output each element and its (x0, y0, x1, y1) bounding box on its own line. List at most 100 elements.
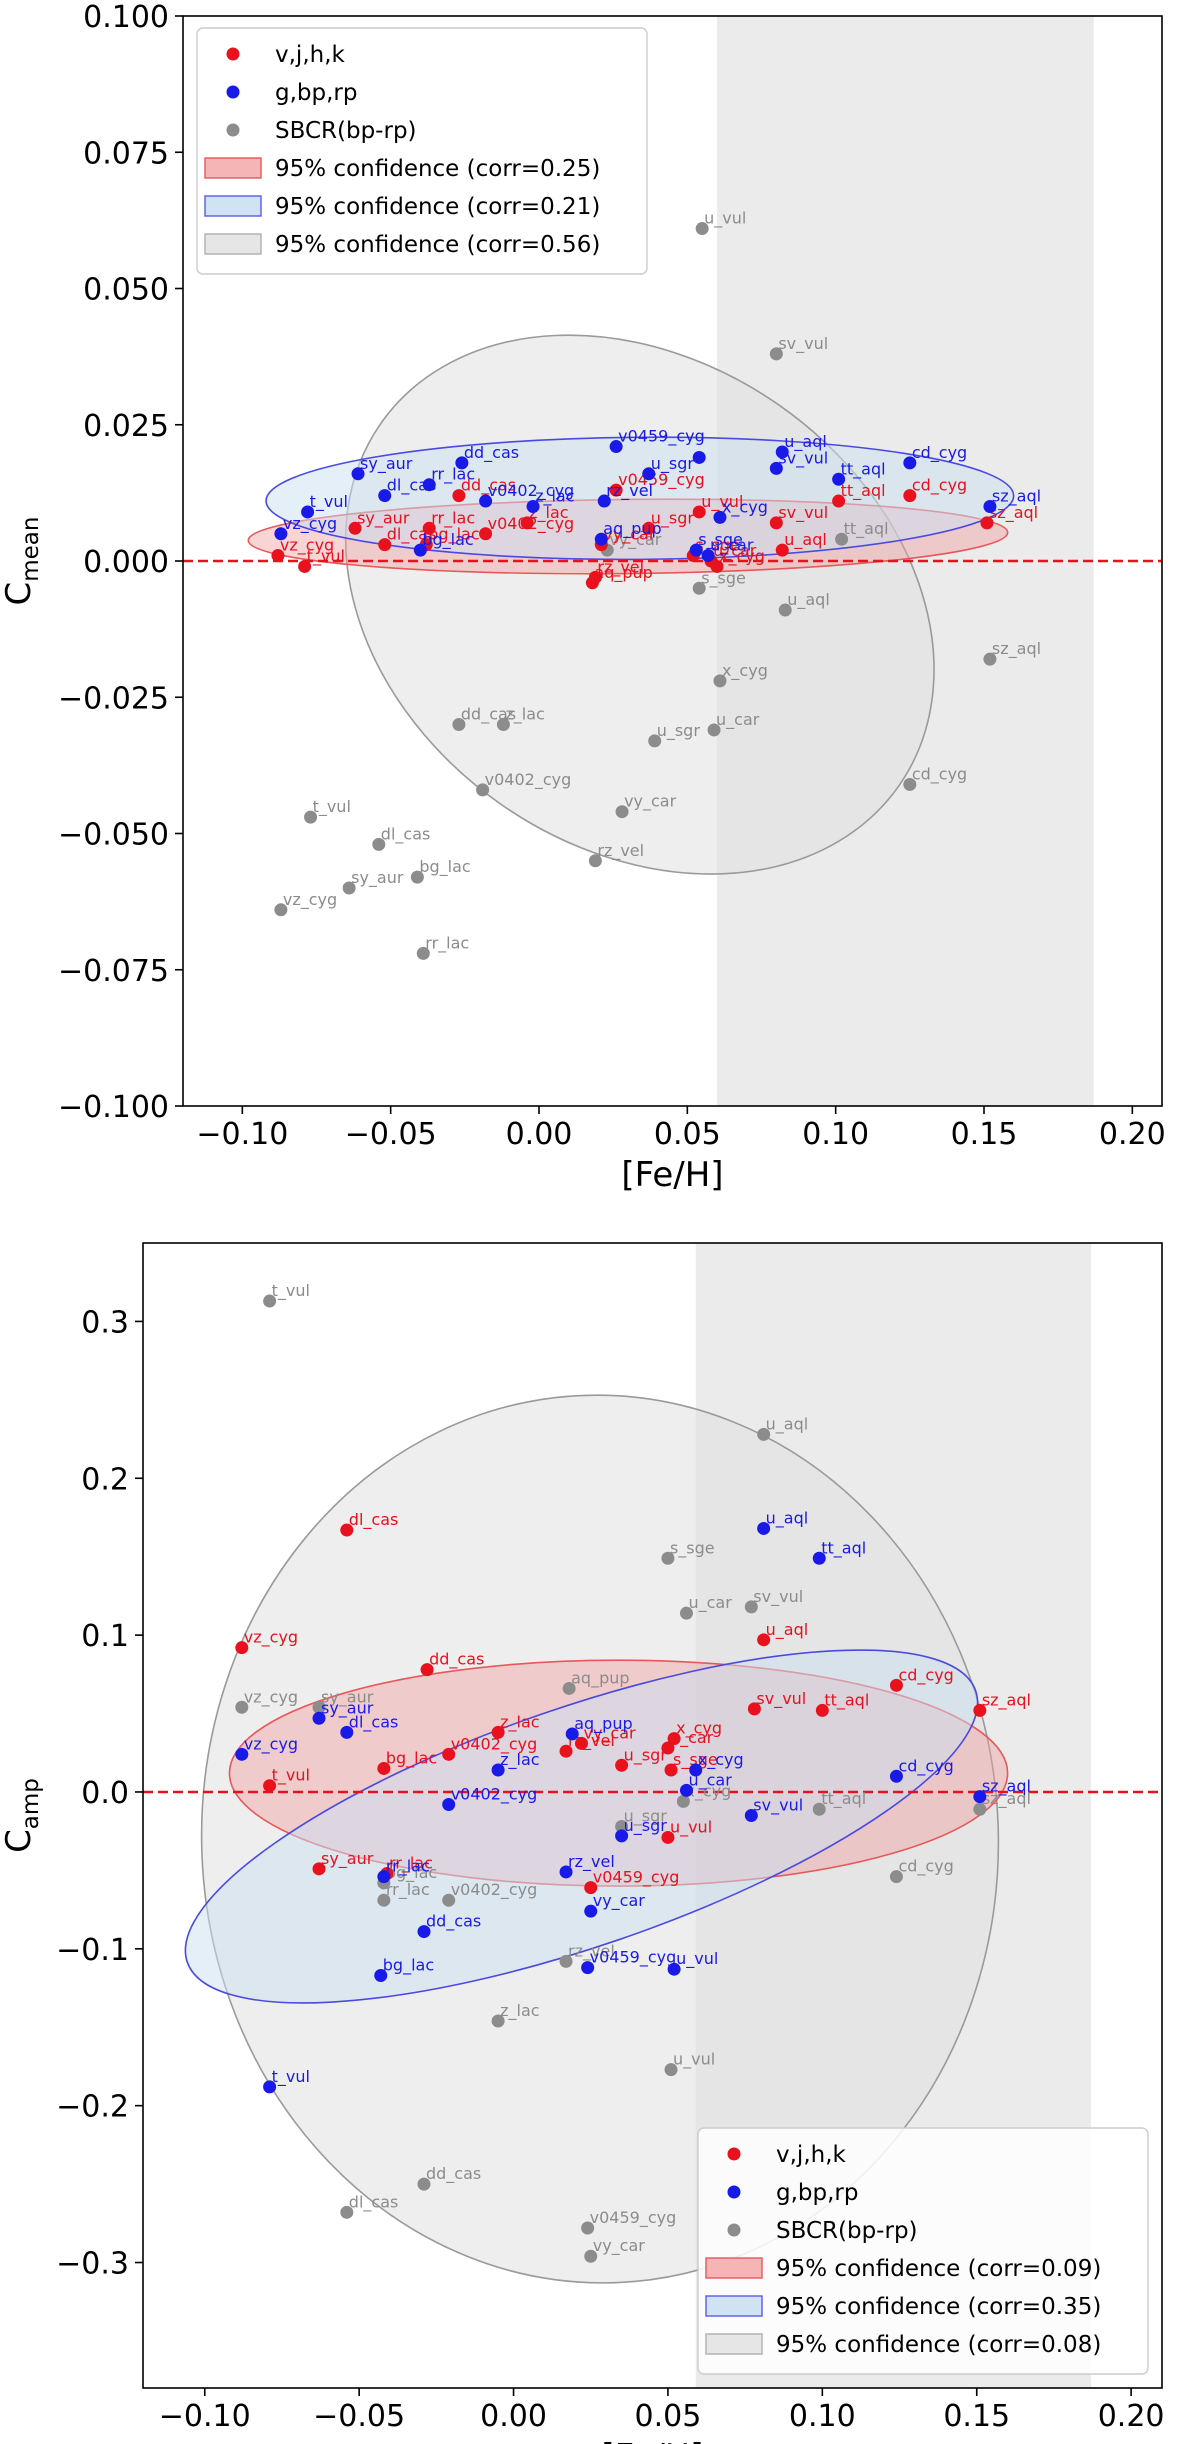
y-tick-label: 0.0 (81, 1776, 129, 1811)
point-label-sbcr-bp-rp--u_vul: u_vul (673, 2050, 715, 2070)
point-v-j-h-k-dd_cas (452, 489, 466, 503)
point-sbcr-bp-rp--cd_cyg (903, 777, 917, 791)
legend-patch (705, 2257, 763, 2279)
point-g-bp-rp-dd_cas (455, 456, 469, 470)
point-v-j-h-k-sv_vul (769, 516, 783, 530)
point-v-j-h-k-cd_cyg (889, 1678, 903, 1692)
point-label-v-j-h-k-rz_vel: rz_vel (597, 557, 644, 577)
point-label-v-j-h-k-sy_aur: sy_aur (321, 1849, 374, 1869)
point-v-j-h-k-sv_vul (747, 1702, 761, 1716)
point-label-g-bp-rp-x_cyg: x_cyg (722, 497, 768, 517)
point-g-bp-rp-dl_cas (340, 1725, 354, 1739)
point-sbcr-bp-rp--u_sgr (615, 1819, 629, 1833)
point-label-v-j-h-k-v0459_cyg: v0459_cyg (618, 470, 705, 490)
point-v-j-h-k-x_cyg (710, 559, 724, 573)
x-tick-label: −0.05 (345, 1117, 437, 1152)
point-sbcr-bp-rp--v0402_cyg (442, 1893, 456, 1907)
point-label-v-j-h-k-sv_vul: sv_vul (778, 503, 828, 523)
point-label-g-bp-rp-z_lac: z_lac (535, 487, 574, 507)
point-label-v-j-h-k-sy_aur: sy_aur (357, 508, 410, 528)
point-label-sbcr-bp-rp--dl_cas: dl_cas (381, 824, 431, 844)
point-sbcr-bp-rp--v0402_cyg (476, 783, 490, 797)
point-v-j-h-k-tt_aql (815, 1703, 829, 1717)
point-label-sbcr-bp-rp--sz_aql: sz_aql (992, 639, 1041, 659)
point-label-sbcr-bp-rp--rr_lac: rr_lac (425, 933, 469, 953)
point-v-j-h-k-v0459_cyg (584, 1881, 598, 1895)
y-tick-label: 0.000 (83, 545, 169, 580)
point-v-j-h-k-s_sge (664, 1763, 678, 1777)
point-label-v-j-h-k-vy_car: vy_car (583, 1723, 636, 1743)
point-g-bp-rp-tt_aql (832, 472, 846, 486)
point-label-v-j-h-k-u_sgr: u_sgr (624, 1745, 668, 1765)
point-v-j-h-k-u_sgr (615, 1758, 629, 1772)
confidence-ellipse-blue (184, 1649, 979, 2004)
point-label-sbcr-bp-rp--dl_cas: dl_cas (349, 2192, 399, 2212)
y-tick-label: −0.1 (56, 1933, 129, 1968)
point-label-sbcr-bp-rp--z_lac: z_lac (500, 2001, 539, 2021)
point-v-j-h-k-tt_aql (832, 494, 846, 508)
point-sbcr-bp-rp--vz_cyg (235, 1700, 249, 1714)
legend-label: g,bp,rp (275, 80, 357, 106)
x-tick-label: −0.10 (159, 2399, 251, 2434)
point-label-v-j-h-k-s_sge: s_sge (673, 1750, 718, 1770)
point-label-g-bp-rp-aq_pup: aq_pup (603, 519, 661, 539)
legend-label: SBCR(bp-rp) (776, 2218, 918, 2244)
point-label-g-bp-rp-sy_aur: sy_aur (360, 454, 413, 474)
point-label-v-j-h-k-t_vul: t_vul (307, 546, 345, 566)
point-label-v-j-h-k-sz_aql: sz_aql (982, 1690, 1031, 1710)
point-g-bp-rp-s_sge (689, 543, 703, 557)
point-sbcr-bp-rp--s_sge (692, 581, 706, 595)
point-label-v-j-h-k-rr_lac: rr_lac (431, 508, 475, 528)
y-tick-label: 0.050 (83, 273, 169, 308)
point-label-v-j-h-k-sv_vul: sv_vul (756, 1689, 806, 1709)
legend-label: SBCR(bp-rp) (275, 118, 417, 144)
point-sbcr-bp-rp--sy_aur (312, 1700, 326, 1714)
point-g-bp-rp-v0402_cyg (479, 494, 493, 508)
point-label-sbcr-bp-rp--cd_cyg: cd_cyg (912, 764, 967, 784)
x-tick-label: 0.20 (1099, 1117, 1166, 1152)
point-sbcr-bp-rp--u_car (679, 1606, 693, 1620)
point-label-g-bp-rp-vy_car: vy_car (593, 1891, 646, 1911)
point-label-sbcr-bp-rp--tt_aql: tt_aql (844, 519, 889, 539)
y-tick-label: 0.2 (81, 1462, 129, 1497)
y-tick-label: 0.1 (81, 1619, 129, 1654)
legend: v,j,h,k g,bp,rp SBCR(bp-rp) 95% confidence … (697, 2127, 1149, 2375)
point-v-j-h-k-rz_vel (588, 570, 602, 584)
point-label-v-j-h-k-z_lac: z_lac (500, 1712, 539, 1732)
point-v-j-h-k-z_lac (491, 1725, 505, 1739)
point-label-g-bp-rp-rr_lac: rr_lac (431, 465, 475, 485)
point-sbcr-bp-rp--vy_car (584, 2249, 598, 2263)
point-g-bp-rp-tt_aql (812, 1551, 826, 1565)
point-label-sbcr-bp-rp--vz_cyg: vz_cyg (283, 890, 337, 910)
point-label-sbcr-bp-rp--tt_aql: tt_aql (821, 1789, 866, 1809)
point-label-g-bp-rp-v0402_cyg: v0402_cyg (488, 481, 575, 501)
point-v-j-h-k-u_aql (757, 1633, 771, 1647)
point-sbcr-bp-rp--u_sgr (648, 734, 662, 748)
point-label-v-j-h-k-dl_cas: dl_cas (349, 1510, 399, 1530)
point-label-sbcr-bp-rp--vz_cyg: vz_cyg (244, 1687, 298, 1707)
legend-patch (705, 2333, 763, 2355)
point-label-v-j-h-k-rr_lac: rr_lac (389, 1854, 433, 1874)
point-v-j-h-k-sz_aql (980, 516, 994, 530)
point-v-j-h-k-sy_aur (312, 1862, 326, 1876)
point-label-g-bp-rp-u_sgr: u_sgr (624, 1816, 668, 1836)
y-tick-label: −0.075 (58, 954, 169, 989)
point-v-j-h-k-cd_cyg (903, 489, 917, 503)
point-label-g-bp-rp-vz_cyg: vz_cyg (244, 1734, 298, 1754)
point-label-sbcr-bp-rp--dd_cas: dd_cas (426, 2164, 481, 2184)
point-label-g-bp-rp-dl_cas: dl_cas (349, 1712, 399, 1732)
y-axis-label: Cmean (0, 517, 44, 606)
point-label-g-bp-rp-tt_aql: tt_aql (821, 1538, 866, 1558)
point-label-g-bp-rp-cd_cyg: cd_cyg (898, 1756, 953, 1776)
point-label-g-bp-rp-u_aql: u_aql (766, 1508, 809, 1528)
point-g-bp-rp-t_vul_2 (692, 450, 706, 464)
point-label-v-j-h-k-tt_aql: tt_aql (824, 1690, 869, 1710)
point-g-bp-rp-rz_vel (559, 1865, 573, 1879)
point-v-j-h-k-u_vul (692, 505, 706, 519)
confidence-ellipse-blue (265, 436, 1015, 561)
point-label-g-bp-rp-bg_lac: bg_lac (422, 530, 473, 550)
point-label-g-bp-rp-sy_aur: sy_aur (321, 1698, 374, 1718)
point-g-bp-rp-u_sgr (642, 467, 656, 481)
